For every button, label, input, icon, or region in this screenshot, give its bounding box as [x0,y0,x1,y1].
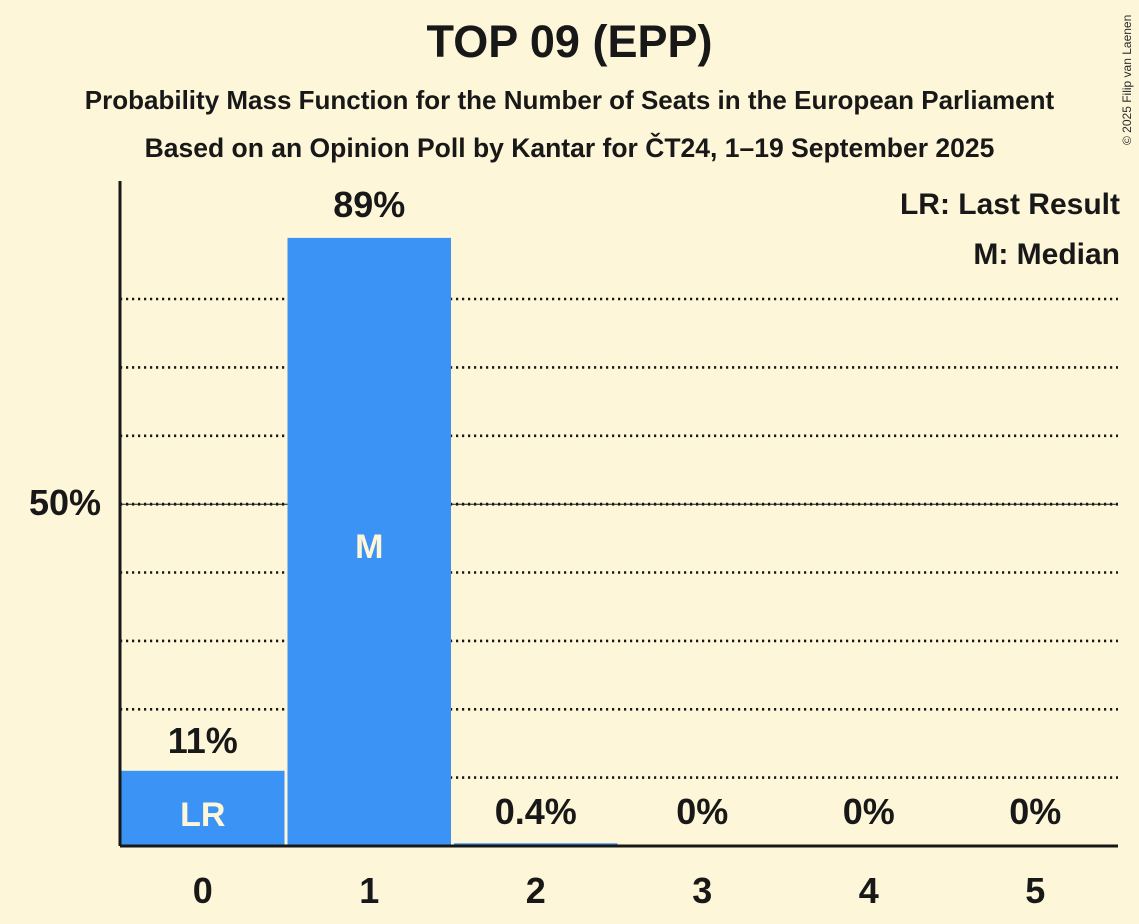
svg-text:89%: 89% [333,184,405,225]
svg-text:LR: LR [180,796,225,834]
svg-text:0%: 0% [676,791,728,832]
svg-text:0%: 0% [843,791,895,832]
svg-text:2: 2 [526,870,546,911]
svg-text:3: 3 [692,870,712,911]
svg-text:1: 1 [359,870,379,911]
svg-text:0.4%: 0.4% [495,791,577,832]
svg-text:5: 5 [1025,870,1045,911]
svg-text:4: 4 [859,870,879,911]
svg-text:0%: 0% [1009,791,1061,832]
svg-text:11%: 11% [168,720,238,761]
svg-text:50%: 50% [29,482,101,523]
svg-text:M: M [355,528,383,566]
svg-text:0: 0 [193,870,213,911]
